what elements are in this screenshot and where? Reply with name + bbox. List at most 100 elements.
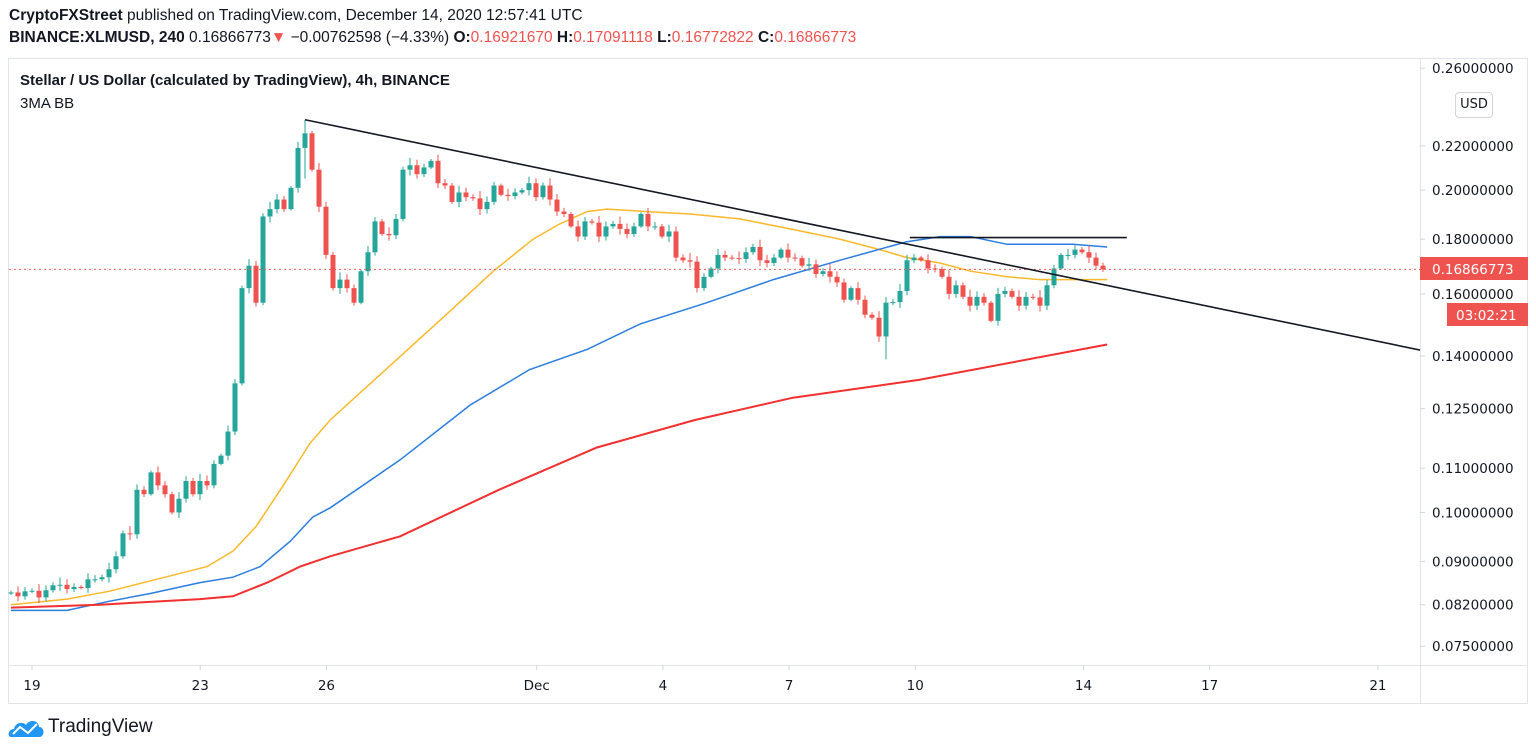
candle-body [624, 228, 630, 235]
candle-down [722, 250, 728, 262]
candle-up [50, 582, 56, 593]
candle-down [379, 218, 385, 236]
candle-body [197, 480, 203, 495]
candle-down [449, 183, 455, 204]
candle-up [540, 182, 546, 200]
candle-body [1023, 296, 1029, 306]
candle-up [701, 273, 707, 292]
candle-body [484, 201, 490, 210]
candle-body [995, 293, 1001, 321]
candle-body [323, 206, 329, 255]
candle-up [106, 562, 112, 583]
candle-body [638, 213, 644, 227]
candle-up [491, 181, 497, 205]
candle-down [568, 212, 574, 228]
candle-up [995, 287, 1001, 326]
candle-body [1093, 257, 1099, 266]
candle-down [169, 491, 175, 515]
candle-body [211, 463, 217, 486]
candle-up [974, 291, 980, 311]
candle-down [932, 264, 938, 273]
candle-body [505, 194, 511, 196]
candle-body [288, 187, 294, 210]
indicator-label[interactable]: 3MA BB [20, 95, 75, 112]
candle-body [820, 271, 826, 274]
candle-body [1037, 297, 1043, 306]
candle-down [351, 284, 357, 306]
candle-body [274, 199, 280, 210]
candle-up [358, 269, 364, 305]
candle-down [442, 178, 448, 189]
candle-body [561, 211, 567, 214]
candle-up [743, 247, 749, 263]
chart-frame [8, 58, 1528, 704]
candle-down [757, 239, 763, 267]
candle-down [862, 295, 868, 319]
candle-down [764, 254, 770, 268]
candle-down [1009, 288, 1015, 299]
y-tick-label: 0.12500000 [1432, 402, 1514, 418]
candle-body [645, 213, 651, 227]
candle-down [1093, 252, 1099, 270]
author-name[interactable]: CryptoFXStreet [9, 7, 123, 24]
candle-body [64, 584, 70, 590]
candle-down [323, 201, 329, 259]
candle-down [78, 585, 84, 590]
tradingview-brand: TradingView [48, 716, 153, 737]
candle-down [36, 584, 42, 603]
candle-body [232, 383, 238, 432]
candle-body [960, 285, 966, 297]
candle-body [890, 302, 896, 304]
candle-down [575, 220, 581, 242]
candle-down [414, 159, 420, 179]
candle-down [127, 526, 133, 541]
candle-body [99, 577, 105, 580]
candle-body [750, 246, 756, 253]
candle-down [281, 195, 287, 213]
countdown-tag [1447, 303, 1528, 326]
candle-down [869, 312, 875, 320]
candle-body [183, 480, 189, 499]
candle-down [64, 579, 70, 594]
candle-body [736, 258, 742, 260]
candle-up [225, 425, 231, 461]
candle-body [344, 279, 350, 289]
chart-title[interactable]: Stellar / US Dollar (calculated by Tradi… [20, 72, 450, 89]
candle-body [435, 160, 441, 184]
candle-down [967, 289, 973, 312]
moving-average-2 [11, 235, 1108, 612]
candle-up [148, 470, 154, 496]
candle-body [729, 257, 735, 259]
candle-down [1016, 290, 1022, 312]
candle-up [1058, 253, 1064, 270]
candle-body [631, 226, 637, 235]
candle-up [778, 247, 784, 260]
candle-up [85, 573, 91, 593]
candle-body [673, 231, 679, 258]
candle-body [596, 222, 602, 237]
candle-body [260, 216, 266, 303]
candle-body [862, 299, 868, 315]
candle-down [988, 300, 994, 323]
candle-body [365, 252, 371, 272]
candle-down [505, 188, 511, 201]
candle-body [463, 192, 469, 198]
candle-body [498, 185, 504, 195]
currency-badge[interactable]: USD [1455, 92, 1493, 118]
open-value: 0.16921670 [470, 29, 553, 46]
candle-body [302, 133, 308, 148]
candle-body [974, 296, 980, 306]
candle-body [876, 317, 882, 337]
candle-up [848, 286, 854, 302]
tradingview-logo[interactable]: TradingView [8, 716, 153, 738]
candle-body [701, 276, 707, 289]
candle-body [547, 185, 553, 200]
candle-up [22, 587, 28, 600]
candle-down [190, 477, 196, 497]
candle-body [351, 288, 357, 303]
x-tick-label: 10 [907, 678, 924, 694]
candle-down [687, 253, 693, 268]
candle-down [435, 154, 441, 189]
candle-body [141, 489, 147, 495]
